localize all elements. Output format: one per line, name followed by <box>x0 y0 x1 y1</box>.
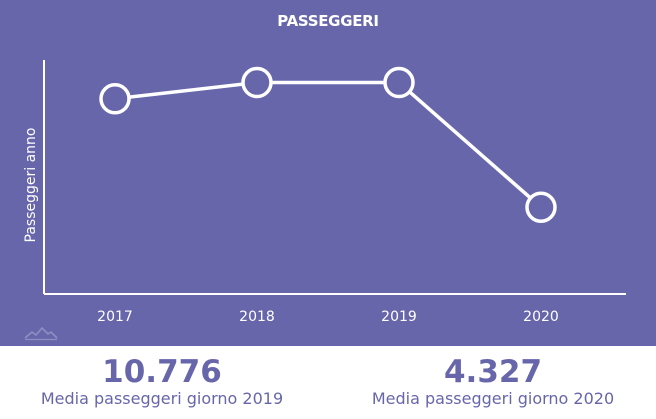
mountains-logo-icon <box>24 327 58 341</box>
x-tick-labels: 2017 2018 2019 2020 <box>97 309 559 325</box>
data-point-2020 <box>525 191 557 223</box>
stat-label: Media passeggeri giorno 2019 <box>40 389 284 408</box>
stat-value: 4.327 <box>443 354 543 390</box>
data-point-2017 <box>99 83 131 115</box>
data-point-2019 <box>383 66 415 99</box>
line-chart: 2017 2018 2019 2020 <box>43 60 626 325</box>
series-line <box>114 80 543 209</box>
data-point-2018 <box>241 66 273 99</box>
x-tick-label: 2020 <box>523 309 559 325</box>
series-layer <box>99 66 557 223</box>
x-tick-label: 2017 <box>97 309 133 325</box>
chart-title: PASSEGGERI <box>277 12 379 30</box>
chart-axes <box>43 60 626 295</box>
stat-value: 10.776 <box>102 354 222 390</box>
stat-2020: 4.327 Media passeggeri giorno 2020 <box>358 355 628 409</box>
x-tick-label: 2018 <box>239 309 275 325</box>
chart-panel: PASSEGGERI Passeggeri anno 2017 2018 2019 2… <box>0 0 656 346</box>
x-tick-label: 2019 <box>381 309 417 325</box>
stat-2019: 10.776 Media passeggeri giorno 2019 <box>27 355 297 409</box>
stat-label: Media passeggeri giorno 2020 <box>371 389 615 408</box>
